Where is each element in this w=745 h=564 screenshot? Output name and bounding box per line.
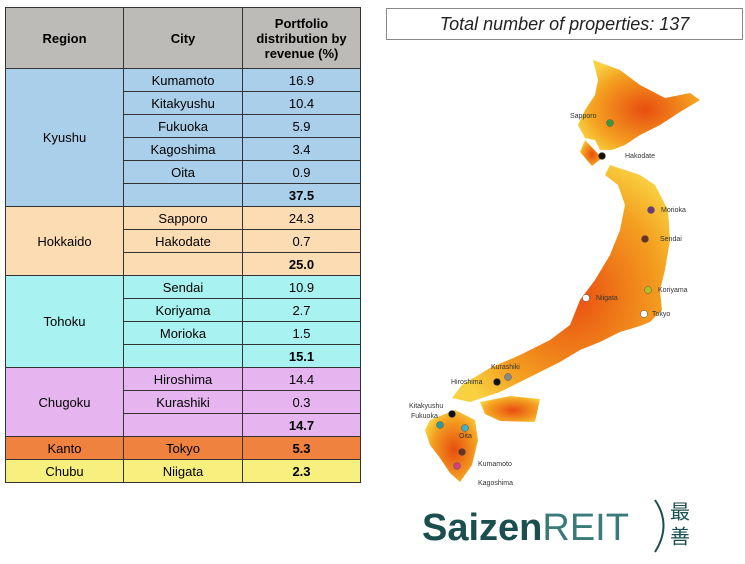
city-label: Kagoshima: [478, 480, 513, 487]
city-dot: [448, 410, 456, 418]
total-cell: 15.1: [242, 344, 361, 368]
value-cell: 16.9: [242, 68, 361, 92]
total-cell: 37.5: [242, 183, 361, 207]
city-dot: [647, 206, 655, 214]
summary-box: Total number of properties: 137: [386, 8, 743, 40]
logo-suffix: REIT: [542, 507, 629, 549]
region-cell: Chubu: [5, 459, 124, 483]
city-cell: Kurashiki: [123, 390, 243, 414]
logo-name: Saizen: [422, 507, 542, 549]
value-cell: 3.4: [242, 137, 361, 161]
city-cell: Kumamoto: [123, 68, 243, 92]
city-cell: Sendai: [123, 275, 243, 299]
city-label: Kurashiki: [491, 364, 520, 371]
logo-mark: 善: [670, 525, 690, 548]
row: Kyushu Kumamoto 16.9: [5, 68, 361, 207]
city-cell: Morioka: [123, 321, 243, 345]
city-dot: [504, 373, 512, 381]
logo-mark: 最: [670, 501, 690, 523]
row: Chubu Niigata 2.3: [5, 459, 361, 483]
city-dot: [598, 152, 606, 160]
city-cell: Koriyama: [123, 298, 243, 322]
value-cell: 24.3: [242, 206, 361, 230]
row: Kanto Tokyo 5.3: [5, 436, 361, 460]
region-cell: Chugoku: [5, 367, 124, 437]
city-dot: [458, 448, 466, 456]
value-cell: 0.3: [242, 390, 361, 414]
japan-shape: [425, 60, 700, 482]
value-cell: 0.7: [242, 229, 361, 253]
row: Tohoku Sendai 10.9: [5, 275, 361, 368]
header-cell: Region: [5, 7, 124, 69]
value-cell: 10.4: [242, 91, 361, 115]
region-cell: Hokkaido: [5, 206, 124, 276]
row: Hokkaido Sapporo 24.3: [5, 206, 361, 276]
city-dot: [461, 424, 469, 432]
value-cell: 0.9: [242, 160, 361, 184]
total-cell: 14.7: [242, 413, 361, 437]
value-cell: 10.9: [242, 275, 361, 299]
region-cell: Kyushu: [5, 68, 124, 207]
city-label: Kitakyushu: [409, 403, 443, 410]
city-label: Sendai: [660, 236, 682, 243]
city-cell: Niigata: [123, 459, 243, 483]
city-dot: [644, 286, 652, 294]
total-cell: 25.0: [242, 252, 361, 276]
city-dot: [606, 119, 614, 127]
region-cell: Kanto: [5, 436, 124, 460]
city-label: Tokyo: [652, 311, 670, 318]
city-label: Koriyama: [658, 287, 688, 294]
city-dot: [641, 235, 649, 243]
city-label: Hakodate: [625, 153, 655, 160]
city-cell: Kagoshima: [123, 137, 243, 161]
city-cell: Fukuoka: [123, 114, 243, 138]
empty-cell: [123, 413, 243, 437]
value-cell: 1.5: [242, 321, 361, 345]
logo-name: SaizenREIT: [422, 507, 629, 549]
value-cell: 2.3: [242, 459, 361, 483]
portfolio-table: Region City Portfolio distribution by reve…: [5, 7, 361, 483]
city-label: Morioka: [661, 207, 686, 214]
value-cell: 2.7: [242, 298, 361, 322]
header-row: Region City Portfolio distribution by reve…: [5, 7, 361, 69]
header-cell: Portfolio distribution by revenue (%): [242, 7, 361, 69]
city-label: Niigata: [596, 295, 618, 302]
city-dot: [453, 462, 461, 470]
city-cell: Hiroshima: [123, 367, 243, 391]
city-dot: [640, 310, 648, 318]
total-row: 37.5: [5, 183, 361, 207]
city-dot: [582, 294, 590, 302]
row: Chugoku Hiroshima 14.4: [5, 367, 361, 437]
header-cell: City: [123, 7, 243, 69]
city-cell: Tokyo: [123, 436, 243, 460]
empty-cell: [123, 183, 243, 207]
logo-arc: [654, 499, 665, 553]
city-cell: Kitakyushu: [123, 91, 243, 115]
value-cell: 5.9: [242, 114, 361, 138]
city-label: Sapporo: [570, 113, 597, 120]
city-label: Fukuoka: [411, 413, 438, 420]
city-label: Oita: [459, 433, 472, 440]
city-cell: Sapporo: [123, 206, 243, 230]
empty-cell: [123, 252, 243, 276]
region-cell: Tohoku: [5, 275, 124, 368]
city-label: Hiroshima: [451, 379, 483, 386]
empty-cell: [123, 344, 243, 368]
value-cell: 5.3: [242, 436, 361, 460]
row: Hakodate 0.7: [5, 229, 361, 253]
city-label: Kumamoto: [478, 461, 512, 468]
city-cell: Hakodate: [123, 229, 243, 253]
city-dot: [436, 421, 444, 429]
city-cell: Oita: [123, 160, 243, 184]
city-dot: [493, 378, 501, 386]
value-cell: 14.4: [242, 367, 361, 391]
